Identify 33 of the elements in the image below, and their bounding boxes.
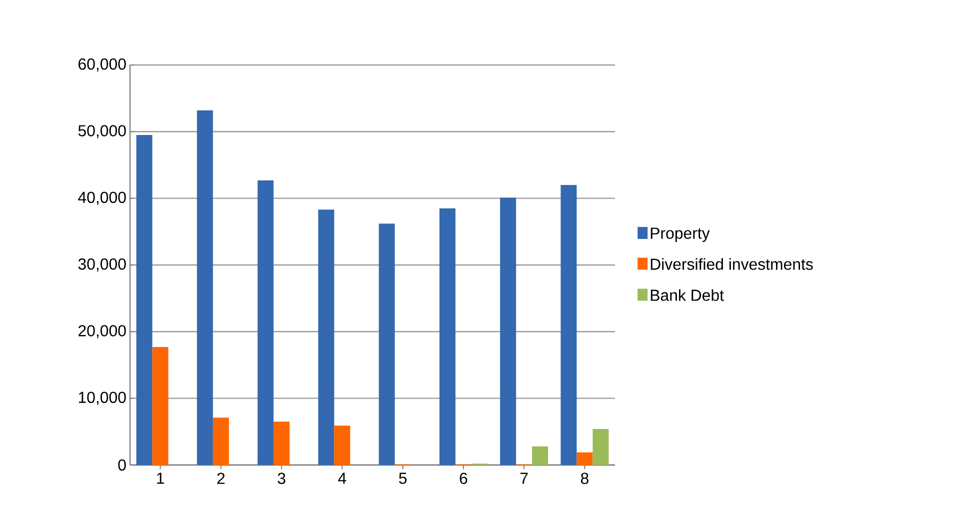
y-tick-label: 30,000 bbox=[78, 258, 126, 272]
bar bbox=[592, 428, 609, 465]
x-tick-label: 5 bbox=[399, 472, 407, 484]
bar bbox=[439, 208, 456, 465]
x-tick-label: 3 bbox=[278, 472, 286, 484]
bar bbox=[560, 184, 577, 465]
bar bbox=[152, 346, 168, 465]
bar bbox=[576, 452, 593, 465]
legend-label: Bank Debt bbox=[650, 289, 724, 301]
x-tick-label: 1 bbox=[157, 472, 164, 484]
bar bbox=[212, 418, 229, 465]
y-tick-label: 40,000 bbox=[78, 192, 126, 205]
bar bbox=[378, 224, 395, 465]
bar bbox=[318, 210, 334, 465]
bar bbox=[136, 134, 152, 465]
y-tick-label: 0 bbox=[118, 459, 126, 471]
bar bbox=[500, 198, 516, 465]
y-tick-label: 10,000 bbox=[78, 392, 126, 405]
bar bbox=[196, 110, 213, 465]
x-tick-label: 8 bbox=[580, 472, 588, 484]
bar bbox=[532, 446, 548, 465]
bar bbox=[274, 422, 290, 465]
bar bbox=[258, 180, 274, 465]
y-tick-label: 60,000 bbox=[78, 58, 126, 72]
legend-label: Diversified investments bbox=[650, 258, 813, 270]
x-tick-label: 7 bbox=[520, 472, 528, 484]
legend-label: Property bbox=[650, 228, 710, 242]
y-tick-label: 50,000 bbox=[78, 125, 126, 138]
x-tick-label: 6 bbox=[460, 472, 468, 484]
x-tick-label: 2 bbox=[217, 472, 225, 484]
bar bbox=[334, 426, 350, 465]
y-tick-label: 20,000 bbox=[78, 325, 126, 338]
x-tick-label: 4 bbox=[338, 472, 346, 484]
